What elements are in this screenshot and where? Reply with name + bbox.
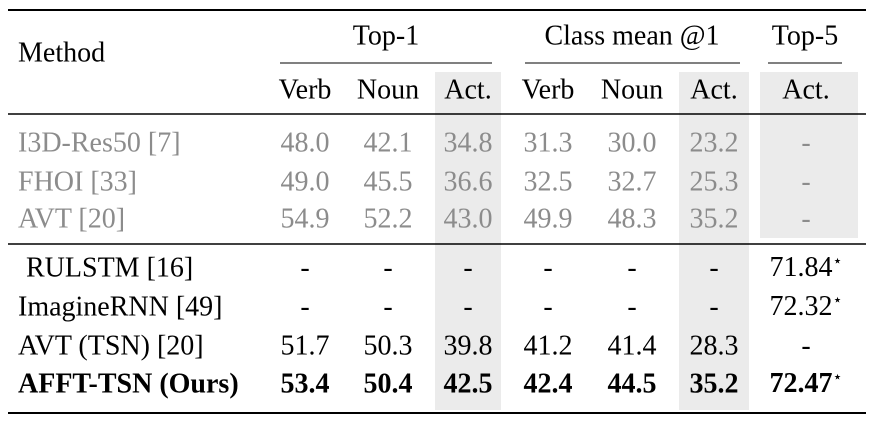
sub-header: Act. — [782, 74, 829, 105]
method-name: AFFT-TSN (Ours) — [18, 368, 239, 399]
cell: - — [383, 291, 392, 322]
cell: 25.3 — [690, 166, 739, 197]
method-name: FHOI [33] — [18, 166, 137, 197]
shade-act-top1 — [435, 72, 501, 410]
cell: 49.9 — [524, 203, 573, 234]
cell: 48.3 — [608, 203, 657, 234]
cell: 42.1 — [364, 127, 413, 158]
cell: 34.8 — [444, 127, 493, 158]
method-name: I3D-Res50 [7] — [18, 127, 181, 158]
cell: - — [543, 291, 552, 322]
cell: 41.4 — [608, 330, 657, 361]
cell: - — [801, 127, 810, 158]
cell: - — [709, 252, 718, 283]
cell: 71.84⋆ — [769, 252, 842, 283]
sub-header: Act. — [444, 74, 491, 105]
cell: 31.3 — [524, 127, 573, 158]
cell: 44.5 — [608, 368, 657, 399]
cell: - — [300, 252, 309, 283]
cell: 39.8 — [444, 330, 493, 361]
cell: 23.2 — [690, 127, 739, 158]
cell: 48.0 — [281, 127, 330, 158]
sub-header: Act. — [690, 74, 737, 105]
cell: 51.7 — [281, 330, 330, 361]
method-name: ImagineRNN [49] — [18, 291, 223, 322]
cell: 54.9 — [281, 203, 330, 234]
cell-value: 72.32 — [769, 291, 832, 322]
cell: 35.2 — [690, 368, 739, 399]
cell: - — [801, 166, 810, 197]
method-header: Method — [18, 37, 105, 68]
sub-header: Noun — [601, 74, 663, 105]
cell: - — [383, 252, 392, 283]
method-name: AVT [20] — [18, 203, 125, 234]
cell: - — [463, 252, 472, 283]
cell: - — [627, 252, 636, 283]
cell: 49.0 — [281, 166, 330, 197]
group-header: Class mean @1 — [544, 20, 719, 51]
cell: 32.7 — [608, 166, 657, 197]
method-name: AVT (TSN) [20] — [18, 330, 204, 361]
cell: 42.5 — [444, 368, 493, 399]
cell: - — [300, 291, 309, 322]
cell: 50.4 — [364, 368, 413, 399]
cell-mark: ⋆ — [832, 292, 842, 309]
cell-value: 72.47 — [769, 368, 832, 399]
cell: - — [801, 330, 810, 361]
method-name: RULSTM [16] — [26, 252, 193, 283]
group-header: Top-5 — [772, 20, 838, 51]
cell: 72.47⋆ — [769, 368, 842, 399]
cell: - — [801, 203, 810, 234]
cell: 32.5 — [524, 166, 573, 197]
cell-value: 71.84 — [769, 252, 832, 283]
cell: 41.2 — [524, 330, 573, 361]
shade-act-mean — [679, 72, 749, 410]
cell: 28.3 — [690, 330, 739, 361]
cell: - — [463, 291, 472, 322]
cell: 30.0 — [608, 127, 657, 158]
cell: 42.4 — [524, 368, 573, 399]
cell: 43.0 — [444, 203, 493, 234]
cell-mark: ⋆ — [832, 253, 842, 270]
cell: 50.3 — [364, 330, 413, 361]
cell: 35.2 — [690, 203, 739, 234]
cell: 45.5 — [364, 166, 413, 197]
sub-header: Verb — [279, 74, 332, 105]
group-header: Top-1 — [353, 20, 419, 51]
cell: 53.4 — [281, 368, 330, 399]
cell: 72.32⋆ — [769, 291, 842, 322]
cell: 36.6 — [444, 166, 493, 197]
sub-header: Verb — [522, 74, 575, 105]
cell: - — [627, 291, 636, 322]
sub-header: Noun — [357, 74, 419, 105]
shade-top5 — [760, 72, 858, 238]
cell: - — [709, 291, 718, 322]
cell: 52.2 — [364, 203, 413, 234]
cell-mark: ⋆ — [832, 369, 842, 386]
cell: - — [543, 252, 552, 283]
